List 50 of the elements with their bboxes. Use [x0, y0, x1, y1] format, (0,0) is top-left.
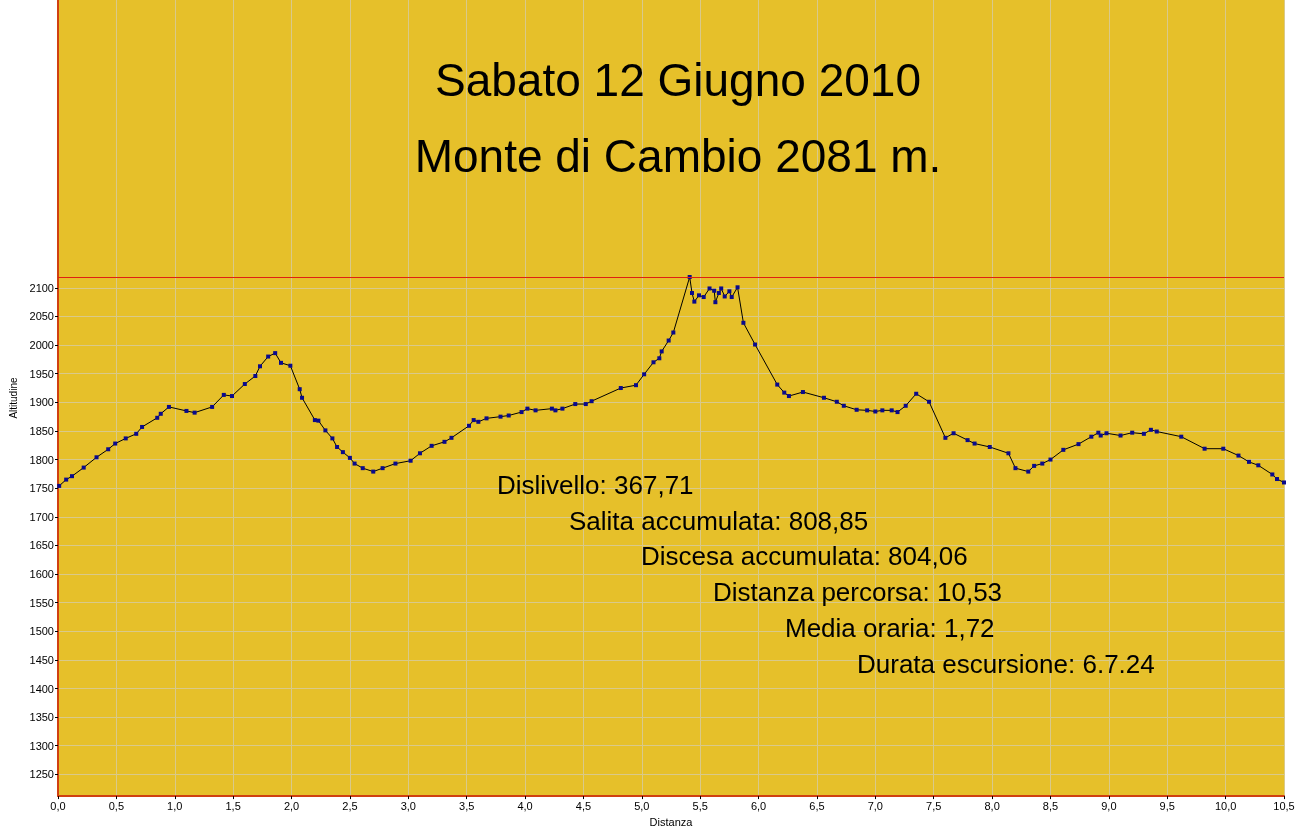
annotation: Durata escursione: 6.7.24 [857, 648, 1155, 679]
annotation: Distanza percorsa: 10,53 [713, 577, 1003, 608]
y-tick-label: 1650 [29, 539, 54, 552]
y-tick-label: 2000 [29, 339, 54, 352]
x-tick-label: 10,0 [1214, 799, 1237, 812]
y-tick-label: 1900 [29, 396, 54, 409]
y-tick-label: 1550 [29, 596, 54, 609]
x-tick-label: 0,0 [50, 799, 66, 812]
x-tick-label: 0,5 [108, 799, 125, 812]
y-tick-label: 1850 [29, 424, 54, 437]
x-tick-label: 8,5 [1042, 799, 1059, 812]
x-axis-title: Distanza [649, 815, 694, 828]
y-tick-label: 1600 [29, 568, 54, 581]
x-tick-label: 9,0 [1101, 799, 1117, 812]
annotation: Dislivello: 367,71 [497, 470, 694, 500]
annotation: Media oraria: 1,72 [785, 612, 995, 643]
x-tick-label: 1,0 [167, 799, 183, 812]
y-tick-label: 1800 [29, 453, 54, 466]
y-tick-label: 1350 [29, 711, 54, 724]
x-tick-label: 2,0 [283, 799, 300, 812]
x-tick-label: 4,5 [575, 799, 592, 812]
annotation: Discesa accumulata: 804,06 [641, 541, 968, 572]
x-tick-label: 1,5 [225, 799, 241, 812]
x-tick-label: 9,5 [1159, 799, 1175, 812]
y-tick-label: 1950 [29, 367, 54, 380]
x-tick-label: 10,5 [1273, 799, 1295, 812]
y-tick-label: 1700 [29, 510, 54, 523]
y-tick-label: 1400 [29, 682, 54, 695]
y-axis-title: Altitudine [7, 377, 19, 419]
x-tick-label: 6,5 [809, 799, 825, 812]
y-tick-label: 1750 [29, 482, 54, 495]
x-tick-label: 7,0 [867, 799, 883, 812]
x-tick-label: 5,0 [634, 799, 650, 812]
x-tick-label: 4,0 [517, 799, 533, 812]
x-tick-label: 2,5 [342, 799, 358, 812]
x-tick-label: 7,5 [926, 799, 942, 812]
x-tick-label: 3,5 [459, 799, 475, 812]
x-tick-label: 5,5 [692, 799, 708, 812]
y-tick-label: 1300 [29, 739, 54, 752]
y-tick-label: 1450 [29, 653, 54, 666]
x-tick-label: 8,0 [984, 799, 1000, 812]
y-tick-label: 2050 [29, 310, 54, 323]
x-tick-label: 6,0 [750, 799, 767, 812]
y-tick-label: 1500 [29, 625, 54, 638]
text: Monte di Cambio 2081 m. [414, 130, 942, 182]
text: Sabato 12 Giugno 2010 [435, 54, 921, 106]
annotation: Salita accumulata: 808,85 [569, 505, 869, 536]
x-tick-label: 3,0 [400, 799, 416, 812]
y-tick-label: 2100 [29, 281, 54, 294]
y-tick-label: 1250 [29, 768, 54, 781]
